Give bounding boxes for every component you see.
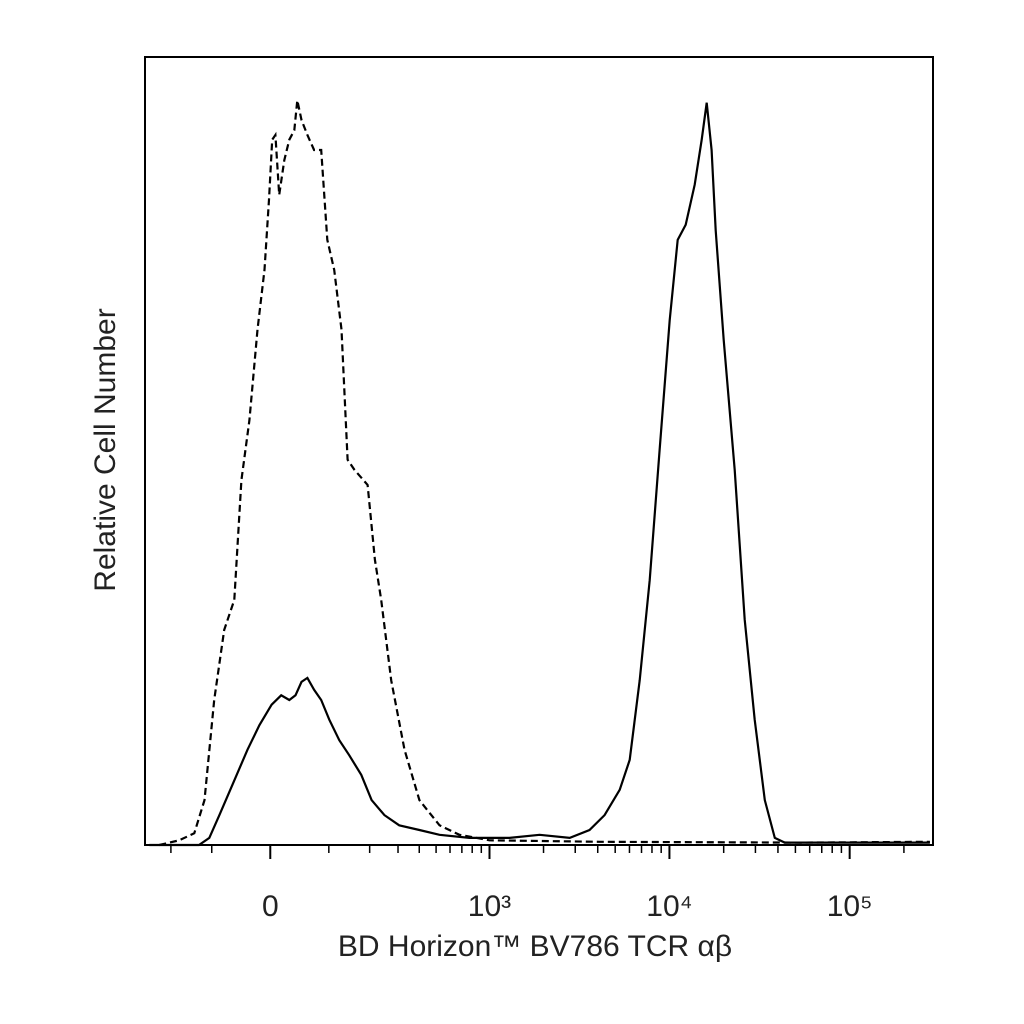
y-axis-label: Relative Cell Number xyxy=(89,308,122,591)
x-axis-label: BD Horizon™ BV786 TCR αβ xyxy=(338,930,732,963)
x-tick-label: 10⁴ xyxy=(646,890,692,923)
plot-frame xyxy=(144,56,934,846)
x-tick-label: 10³ xyxy=(468,890,511,923)
x-tick-label: 0 xyxy=(262,890,279,923)
x-tick-label: 10⁵ xyxy=(827,890,873,923)
histogram-line xyxy=(159,100,930,847)
histogram-line xyxy=(149,102,930,847)
